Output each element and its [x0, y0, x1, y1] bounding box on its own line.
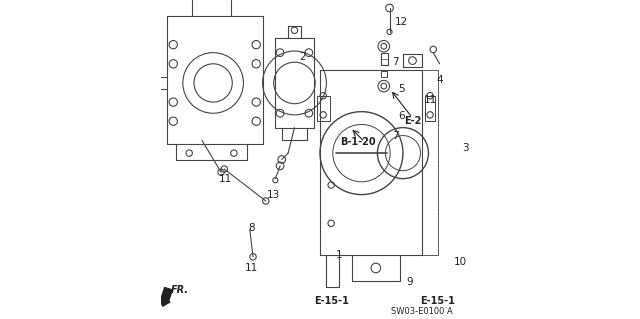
Text: 6: 6 — [398, 111, 404, 122]
Text: E-15-1: E-15-1 — [314, 296, 349, 307]
Text: 5: 5 — [398, 84, 404, 94]
Text: 7: 7 — [392, 130, 398, 141]
Bar — [317, 96, 330, 121]
Text: 8: 8 — [248, 223, 255, 233]
Text: 9: 9 — [406, 277, 413, 287]
Text: 10: 10 — [454, 256, 467, 267]
Text: 13: 13 — [267, 189, 280, 200]
Bar — [425, 96, 435, 121]
FancyArrow shape — [159, 287, 172, 306]
Text: 4: 4 — [436, 75, 443, 85]
Text: E-15-1: E-15-1 — [420, 296, 456, 307]
Text: 7: 7 — [392, 57, 398, 67]
Text: 11: 11 — [244, 263, 258, 273]
Text: 11: 11 — [220, 174, 232, 184]
Text: 2: 2 — [299, 52, 306, 63]
Text: SW03-E0100 A: SW03-E0100 A — [391, 307, 453, 315]
Text: B-1-20: B-1-20 — [340, 137, 376, 147]
Text: 11: 11 — [424, 95, 436, 106]
Text: 12: 12 — [395, 17, 408, 27]
Text: E-2: E-2 — [404, 116, 421, 126]
Bar — [381, 53, 388, 65]
Text: 3: 3 — [462, 143, 468, 153]
Bar — [320, 70, 438, 255]
Text: 1: 1 — [336, 250, 342, 260]
Bar — [381, 71, 387, 77]
Text: FR.: FR. — [171, 285, 189, 295]
